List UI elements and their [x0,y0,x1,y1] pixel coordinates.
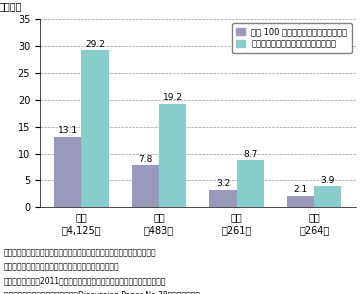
Bar [159,104,186,207]
Text: 19.2: 19.2 [163,93,183,102]
Text: 英国: 英国 [153,212,165,222]
Text: 2.1: 2.1 [294,186,308,194]
Bar [81,50,109,207]
Bar [237,161,264,207]
Text: 日本: 日本 [308,212,320,222]
Text: （261）: （261） [221,225,252,235]
Text: 独国: 独国 [231,212,242,222]
Bar [209,190,237,207]
Text: リアパスに関する国際比較」Discussion Paper No.78、文部科学省科: リアパスに関する国際比較」Discussion Paper No.78、文部科学… [4,291,200,294]
Text: 備考：分母として使用されている研究者数は、論文生産を主たる業務とし: 備考：分母として使用されている研究者数は、論文生産を主たる業務とし [4,248,156,258]
Text: 資料：加藤真紀〔2011〕「論文の被引用数から見る卓越した研究者のキャ: 資料：加藤真紀〔2011〕「論文の被引用数から見る卓越した研究者のキャ [4,277,166,286]
Bar [132,165,159,207]
Text: （264）: （264） [299,225,329,235]
Text: 3.2: 3.2 [216,179,230,188]
Text: 3.9: 3.9 [321,176,335,185]
Text: （4,125）: （4,125） [62,225,101,235]
Legend: 人口 100 万人あたりのスター研究者数, 研究者１万人あたりのスター研究者数: 人口 100 万人あたりのスター研究者数, 研究者１万人あたりのスター研究者数 [232,23,352,53]
Bar [314,186,341,207]
Text: （483）: （483） [144,225,174,235]
Text: 7.8: 7.8 [138,155,153,164]
Bar [54,137,81,207]
Text: 米国: 米国 [76,212,87,222]
Text: ていない産業分野における研究者を含んでいる。: ていない産業分野における研究者を含んでいる。 [4,263,119,272]
Text: 8.7: 8.7 [243,150,257,159]
Text: （人数）: （人数） [0,1,23,11]
Bar [287,196,314,207]
Text: 29.2: 29.2 [85,40,105,49]
Text: 13.1: 13.1 [58,126,78,135]
